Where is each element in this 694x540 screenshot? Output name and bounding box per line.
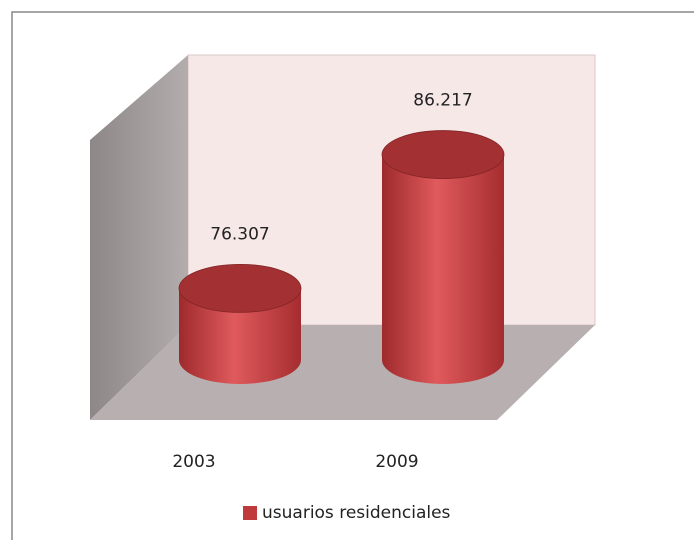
side-wall: [90, 55, 188, 420]
cylinder-top: [381, 130, 505, 179]
legend-swatch: [243, 506, 257, 520]
value-label: 86.217: [413, 91, 472, 111]
x-tick-label: 2003: [172, 452, 215, 472]
legend-label: usuarios residenciales: [262, 503, 451, 523]
cylinder-body: [179, 288, 301, 384]
plot: [178, 130, 505, 384]
cylinder-body: [382, 154, 504, 384]
value-label: 76.307: [210, 224, 269, 244]
x-tick-label: 2009: [375, 452, 418, 472]
cylinder-top: [178, 263, 302, 313]
chart-border: [11, 11, 694, 540]
